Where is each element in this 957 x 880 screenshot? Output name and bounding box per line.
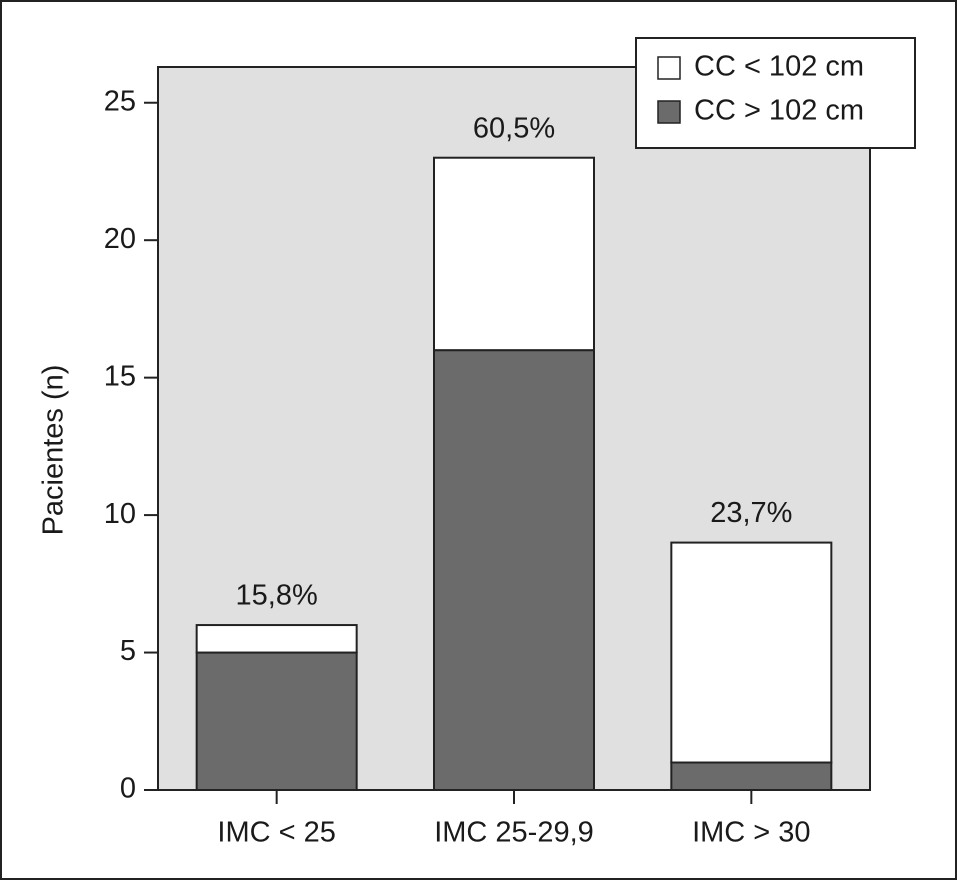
bar-segment — [433, 156, 595, 352]
y-tick-label: 10 — [104, 498, 136, 530]
y-tick-label: 20 — [104, 223, 136, 255]
y-tick-label: 15 — [104, 360, 136, 392]
legend-label: CC > 102 cm — [694, 95, 864, 127]
bar-segment — [670, 761, 833, 792]
y-tick-label: 25 — [104, 85, 136, 117]
bar-segment — [670, 541, 833, 764]
total-label: 23,7% — [710, 497, 792, 529]
y-tick-label: 5 — [120, 635, 136, 667]
legend-swatch — [657, 56, 681, 80]
y-axis-label: Pacientes (n) — [38, 365, 70, 536]
total-label: 15,8% — [236, 580, 318, 612]
bar-segment — [433, 349, 595, 791]
x-tick-label: IMC 25-29,9 — [434, 817, 594, 849]
y-tick-label: 0 — [120, 773, 136, 805]
bar-segment — [195, 624, 358, 654]
legend-box — [635, 37, 916, 149]
total-label: 60,5% — [473, 112, 555, 144]
x-tick-label: IMC > 30 — [692, 817, 810, 849]
legend-swatch — [657, 100, 681, 124]
bar-segment — [195, 651, 358, 792]
legend-label: CC < 102 cm — [694, 51, 864, 83]
x-tick-label: IMC < 25 — [217, 817, 335, 849]
